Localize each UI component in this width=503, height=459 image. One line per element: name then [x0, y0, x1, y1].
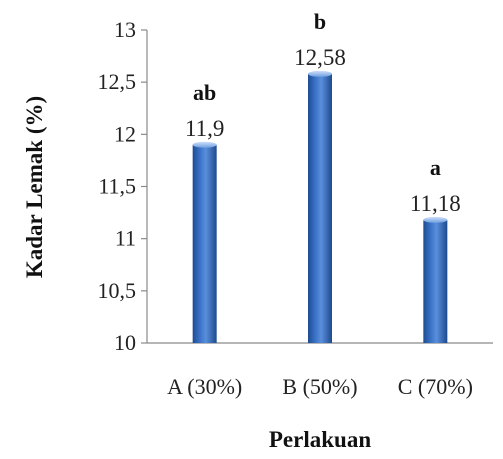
y-tick-label: 13: [114, 17, 136, 42]
bar-cap: [423, 216, 448, 223]
y-tick-marks: [141, 29, 147, 344]
y-tick-label: 11: [115, 226, 136, 251]
y-tick-labels: 10 10,5 11 11,5 12 12,5 13: [98, 17, 137, 355]
bar: [423, 219, 448, 343]
y-tick-label: 11,5: [98, 174, 136, 199]
significance-label: b: [314, 9, 326, 34]
significance-labels: ab b a: [193, 9, 441, 180]
y-axis-title: Kadar Lemak (%): [22, 96, 47, 278]
bar: [308, 73, 332, 343]
bar-cap: [308, 70, 332, 77]
bar-value-label: 12,58: [294, 45, 346, 70]
y-tick-label: 12,5: [98, 69, 137, 94]
significance-label: a: [430, 155, 441, 180]
bar: [192, 144, 217, 343]
y-tick-label: 10: [114, 330, 136, 355]
x-tick-labels: A (30%) B (50%) C (70%): [167, 374, 473, 399]
x-tick-label: C (70%): [398, 374, 473, 399]
x-axis-title: Perlakuan: [269, 427, 371, 452]
x-tick-label: B (50%): [282, 374, 357, 399]
data-labels: 11,9 12,58 11,18: [185, 45, 461, 216]
bar-cap: [192, 141, 217, 148]
x-tick-label: A (30%): [167, 374, 242, 399]
y-tick-label: 12: [114, 121, 136, 146]
bars: [192, 70, 448, 343]
bar-value-label: 11,18: [410, 191, 461, 216]
y-tick-label: 10,5: [98, 278, 137, 303]
significance-label: ab: [193, 80, 216, 105]
bar-value-label: 11,9: [185, 116, 224, 141]
